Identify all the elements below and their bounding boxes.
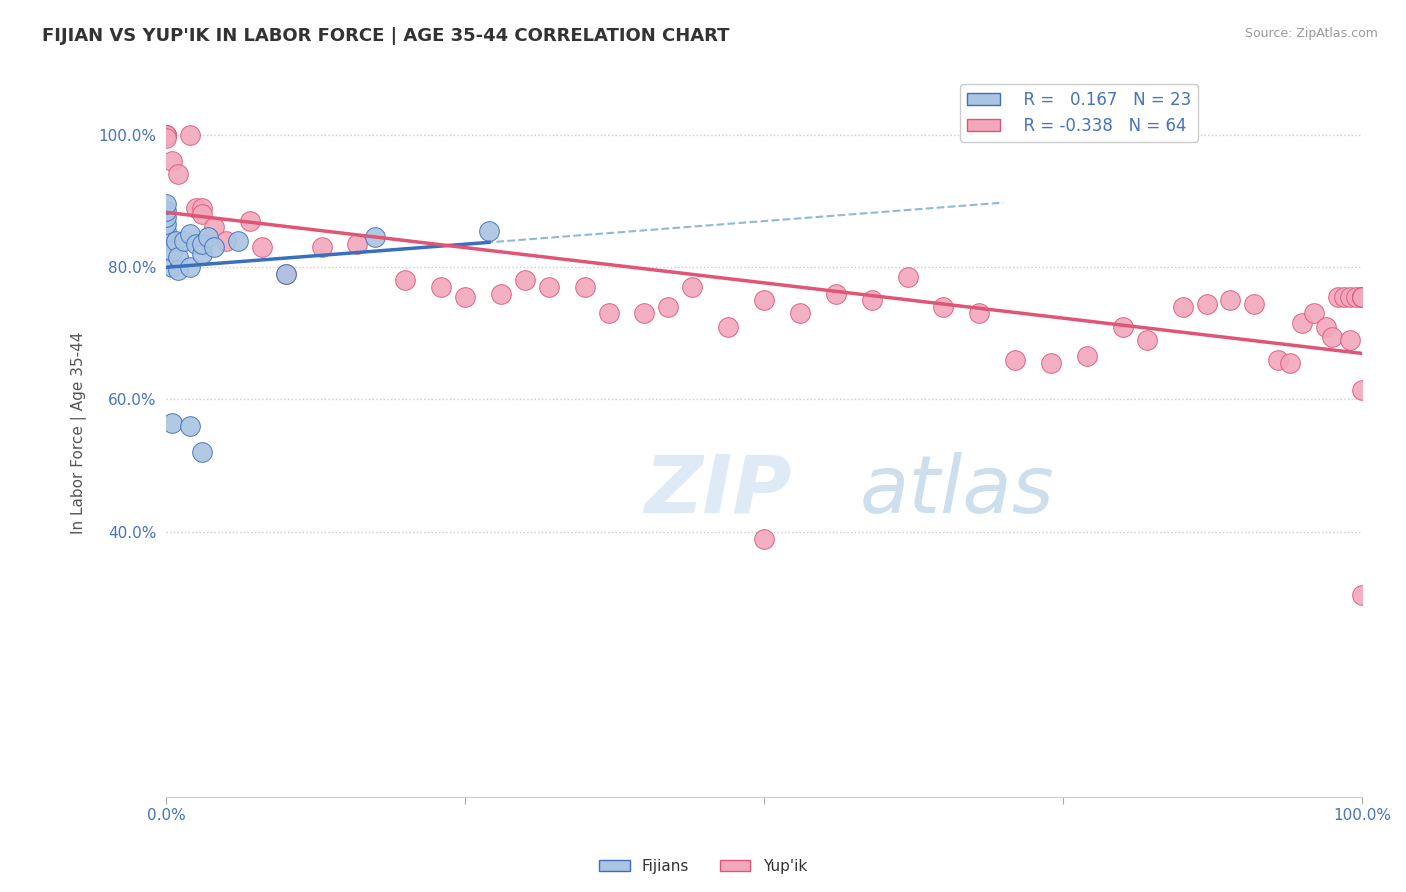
Point bbox=[346, 236, 368, 251]
Point bbox=[155, 224, 177, 238]
Point bbox=[1351, 290, 1374, 304]
Point bbox=[1136, 333, 1159, 347]
Text: atlas: atlas bbox=[859, 452, 1054, 530]
Point bbox=[896, 270, 918, 285]
Point bbox=[155, 128, 177, 142]
Point bbox=[160, 260, 183, 274]
Point bbox=[789, 306, 811, 320]
Point bbox=[1243, 296, 1265, 310]
Point bbox=[1333, 290, 1355, 304]
Point bbox=[191, 247, 214, 261]
Point bbox=[1351, 290, 1374, 304]
Point bbox=[179, 419, 201, 434]
Point bbox=[657, 300, 679, 314]
Point bbox=[155, 128, 177, 142]
Point bbox=[752, 293, 775, 308]
Point bbox=[717, 319, 740, 334]
Point bbox=[633, 306, 655, 320]
Point bbox=[1351, 588, 1374, 602]
Point bbox=[364, 230, 387, 244]
Point bbox=[311, 240, 333, 254]
Point bbox=[1291, 317, 1313, 331]
Text: Source: ZipAtlas.com: Source: ZipAtlas.com bbox=[1244, 27, 1378, 40]
Point bbox=[160, 244, 183, 258]
Point bbox=[537, 280, 560, 294]
Point bbox=[202, 220, 225, 235]
Point bbox=[184, 201, 207, 215]
Point bbox=[1351, 290, 1374, 304]
Point bbox=[824, 286, 846, 301]
Point bbox=[160, 416, 183, 430]
Point bbox=[274, 267, 297, 281]
Point bbox=[202, 240, 225, 254]
Point bbox=[1171, 300, 1194, 314]
Point bbox=[167, 168, 190, 182]
Point bbox=[1339, 290, 1361, 304]
Point bbox=[513, 273, 536, 287]
Point bbox=[160, 154, 183, 169]
Point bbox=[239, 214, 262, 228]
Point bbox=[1195, 296, 1218, 310]
Point bbox=[969, 306, 991, 320]
Point bbox=[1351, 290, 1374, 304]
Point bbox=[598, 306, 620, 320]
Point bbox=[1327, 290, 1350, 304]
Point bbox=[191, 445, 214, 459]
Point bbox=[167, 263, 190, 277]
Point bbox=[681, 280, 703, 294]
Point bbox=[1219, 293, 1241, 308]
Point bbox=[155, 128, 177, 142]
Point bbox=[167, 250, 190, 264]
Point bbox=[430, 280, 453, 294]
Point bbox=[932, 300, 955, 314]
Point bbox=[1279, 356, 1302, 370]
Point bbox=[1267, 352, 1289, 367]
Point bbox=[394, 273, 416, 287]
Point bbox=[860, 293, 883, 308]
Point bbox=[173, 234, 195, 248]
Point bbox=[191, 207, 214, 221]
Point bbox=[1112, 319, 1135, 334]
Text: ZIP: ZIP bbox=[644, 452, 792, 530]
Point bbox=[1315, 319, 1337, 334]
Point bbox=[489, 286, 512, 301]
Point bbox=[1320, 329, 1343, 343]
Point bbox=[165, 234, 187, 248]
Point bbox=[1351, 290, 1374, 304]
Point bbox=[250, 240, 273, 254]
Point bbox=[752, 532, 775, 546]
Point bbox=[274, 267, 297, 281]
Point bbox=[574, 280, 596, 294]
Point bbox=[155, 197, 177, 211]
Point bbox=[1040, 356, 1063, 370]
Point bbox=[454, 290, 477, 304]
Point bbox=[191, 201, 214, 215]
Point bbox=[1303, 306, 1326, 320]
Point bbox=[478, 224, 501, 238]
Point bbox=[197, 230, 219, 244]
Point bbox=[191, 236, 214, 251]
Point bbox=[1076, 350, 1098, 364]
Point bbox=[155, 234, 177, 248]
Point bbox=[155, 211, 177, 225]
Point bbox=[179, 227, 201, 241]
Point bbox=[179, 260, 201, 274]
Point bbox=[1339, 333, 1361, 347]
Point bbox=[179, 128, 201, 142]
Point bbox=[1004, 352, 1026, 367]
Legend:   R =   0.167   N = 23,   R = -0.338   N = 64: R = 0.167 N = 23, R = -0.338 N = 64 bbox=[960, 84, 1198, 142]
Point bbox=[1344, 290, 1367, 304]
Legend: Fijians, Yup'ik: Fijians, Yup'ik bbox=[593, 853, 813, 880]
Text: FIJIAN VS YUP'IK IN LABOR FORCE | AGE 35-44 CORRELATION CHART: FIJIAN VS YUP'IK IN LABOR FORCE | AGE 35… bbox=[42, 27, 730, 45]
Point bbox=[226, 234, 249, 248]
Point bbox=[155, 217, 177, 231]
Point bbox=[184, 236, 207, 251]
Point bbox=[1351, 383, 1374, 397]
Point bbox=[155, 128, 177, 142]
Point bbox=[155, 203, 177, 218]
Point bbox=[215, 234, 238, 248]
Point bbox=[155, 131, 177, 145]
Y-axis label: In Labor Force | Age 35-44: In Labor Force | Age 35-44 bbox=[72, 332, 87, 533]
